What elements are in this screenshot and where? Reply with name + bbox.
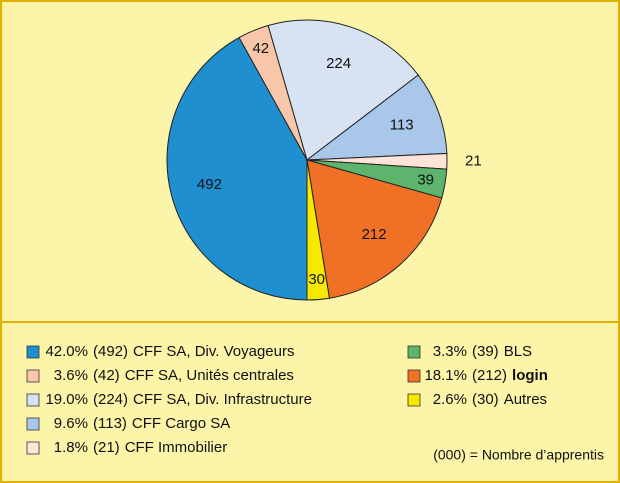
legend-swatch: [407, 345, 421, 359]
legend-percent: 3.3%: [433, 343, 467, 360]
legend-percent: 3.6%: [54, 367, 88, 384]
legend-count: (39): [472, 343, 499, 360]
legend-count: (492): [93, 343, 128, 360]
legend-name: CFF SA, Div. Infrastructure: [133, 391, 312, 408]
legend-percent: 2.6%: [433, 391, 467, 408]
slice-label: 212: [362, 226, 387, 243]
legend-swatch: [407, 393, 421, 407]
legend-percent: 9.6%: [54, 415, 88, 432]
legend-swatch: [407, 369, 421, 383]
legend-entry: (212) login: [472, 367, 548, 384]
legend-percent: 18.1%: [424, 367, 467, 384]
legend-percent: 19.0%: [45, 391, 88, 408]
pie-slice: [166, 36, 308, 301]
legend-entry: (30) Autres: [472, 391, 547, 408]
legend-swatch: [26, 369, 40, 383]
slice-label: 113: [390, 116, 414, 133]
legend-entry: (113) CFF Cargo SA: [93, 415, 230, 432]
legend-entry: (224) CFF SA, Div. Infrastructure: [93, 391, 312, 408]
legend-entry: (42) CFF SA, Unités centrales: [93, 367, 294, 384]
legend-entry: (39) BLS: [472, 343, 532, 360]
legend-name: Autres: [504, 391, 547, 408]
legend-count: (224): [93, 391, 128, 408]
legend-name: CFF Immobilier: [125, 439, 228, 456]
legend-name: login: [512, 367, 548, 384]
slice-label: 30: [308, 271, 325, 288]
legend-count: (42): [93, 367, 120, 384]
legend-percent: 42.0%: [45, 343, 88, 360]
legend-name: CFF Cargo SA: [132, 415, 230, 432]
legend-entry: (21) CFF Immobilier: [93, 439, 227, 456]
legend-count: (212): [472, 367, 507, 384]
pie-slice: [306, 159, 330, 301]
slice-label: 224: [326, 55, 351, 72]
legend-count: (21): [93, 439, 120, 456]
pie-slice: [306, 159, 443, 299]
legend-count: (113): [93, 415, 127, 432]
pie-slice: [267, 19, 419, 161]
legend-name: CFF SA, Div. Voyageurs: [133, 343, 294, 360]
slice-label: 21: [465, 152, 482, 169]
legend-percent: 1.8%: [54, 439, 88, 456]
legend-swatch: [26, 345, 40, 359]
legend-name: BLS: [504, 343, 532, 360]
legend-name: CFF SA, Unités centrales: [125, 367, 294, 384]
legend-entry: (492) CFF SA, Div. Voyageurs: [93, 343, 294, 360]
legend-swatch: [26, 441, 40, 455]
slice-label: 39: [417, 171, 434, 188]
note: (000) = Nombre d’apprentis: [433, 447, 604, 463]
legend-count: (30): [472, 391, 499, 408]
slice-label: 492: [197, 176, 222, 193]
legend-swatch: [26, 393, 40, 407]
slice-label: 42: [252, 40, 269, 57]
pie-slice: [305, 74, 448, 161]
legend-swatch: [26, 417, 40, 431]
